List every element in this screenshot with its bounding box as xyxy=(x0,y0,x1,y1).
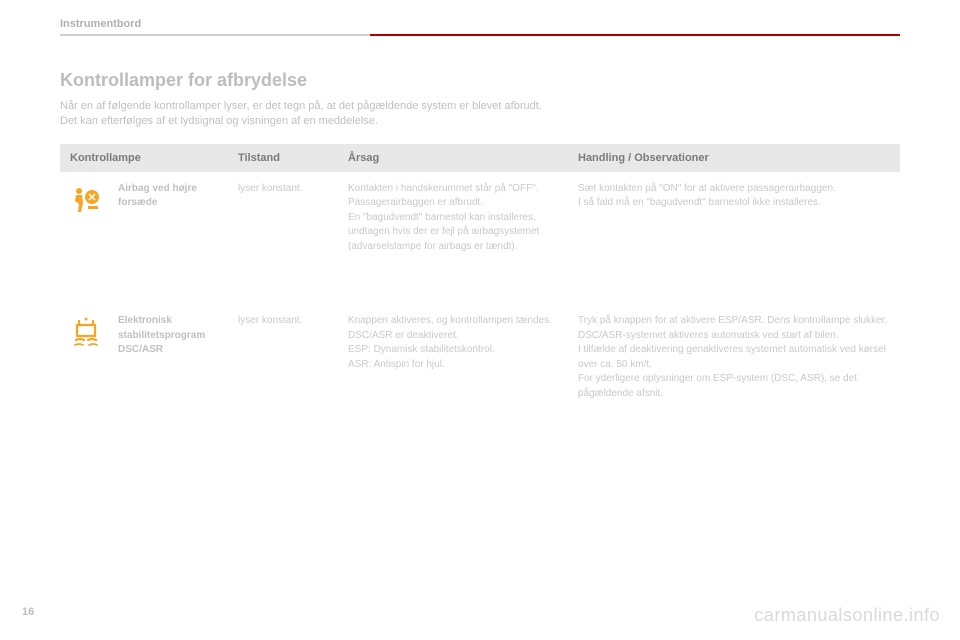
row-spacer xyxy=(60,264,900,304)
col-lamp: Kontrollampe xyxy=(60,144,228,172)
row-cause: Kontakten i handskerummet står på "OFF".… xyxy=(338,172,568,265)
table-row: Airbag ved højre forsæde lyser konstant.… xyxy=(60,172,900,265)
intro-line-2: Det kan efterfølges af et lydsignal og v… xyxy=(60,115,378,127)
row-state: lyser konstant. xyxy=(228,172,338,265)
page-number: 16 xyxy=(22,606,34,618)
row-name: Airbag ved højre forsæde xyxy=(108,172,228,265)
warning-lamp-table: Kontrollampe Tilstand Årsag Handling / O… xyxy=(60,144,900,412)
row-cause: Knappen aktiveres, og kontrollampen tænd… xyxy=(338,304,568,411)
section-label: Instrumentbord xyxy=(60,18,141,30)
table-row: Elektronisk stabilitetsprogram DSC/ASR l… xyxy=(60,304,900,411)
airbag-icon xyxy=(60,172,108,265)
col-action: Handling / Observationer xyxy=(568,144,900,172)
table-header-row: Kontrollampe Tilstand Årsag Handling / O… xyxy=(60,144,900,172)
intro-text: Når en af følgende kontrollamper lyser, … xyxy=(60,99,900,130)
col-cause: Årsag xyxy=(338,144,568,172)
intro-line-1: Når en af følgende kontrollamper lyser, … xyxy=(60,100,542,112)
esp-icon xyxy=(60,304,108,411)
row-action: Tryk på knappen for at aktivere ESP/ASR.… xyxy=(568,304,900,411)
content: Kontrollamper for afbrydelse Når en af f… xyxy=(60,70,900,411)
page-title: Kontrollamper for afbrydelse xyxy=(60,70,900,91)
row-state: lyser konstant. xyxy=(228,304,338,411)
table-body: Airbag ved højre forsæde lyser konstant.… xyxy=(60,172,900,412)
header-rule xyxy=(0,34,960,36)
row-action: Sæt kontakten på "ON" for at aktivere pa… xyxy=(568,172,900,265)
row-name: Elektronisk stabilitetsprogram DSC/ASR xyxy=(108,304,228,411)
col-state: Tilstand xyxy=(228,144,338,172)
page: Instrumentbord Kontrollamper for afbryde… xyxy=(0,0,960,640)
watermark: carmanualsonline.info xyxy=(754,605,940,626)
